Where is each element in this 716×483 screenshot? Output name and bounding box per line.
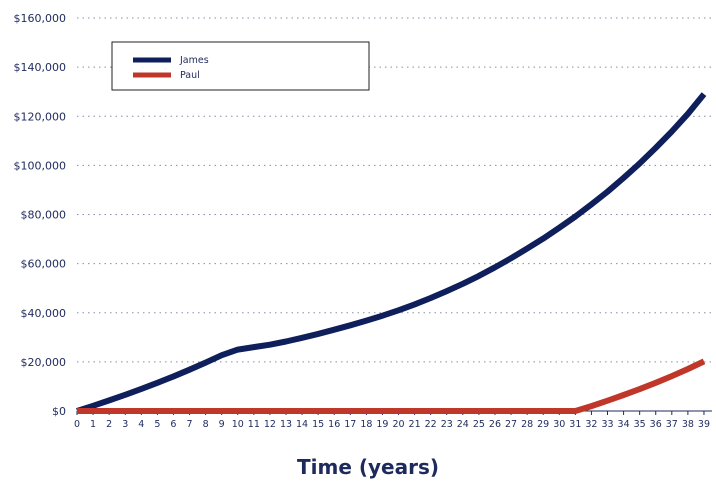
x-tick-label: 3 — [122, 419, 128, 430]
x-tick-label: 11 — [248, 419, 260, 430]
x-tick-label: 20 — [392, 419, 404, 430]
legend-box — [111, 41, 370, 91]
x-tick-label: 12 — [264, 419, 276, 430]
x-tick-label: 19 — [376, 419, 388, 430]
y-tick-label: $120,000 — [14, 110, 67, 123]
x-tick-label: 24 — [457, 419, 469, 430]
y-axis-ticks: $0 $20,000 $40,000 $60,000 $80,000 $100,000 $1… — [14, 12, 67, 418]
x-tick-label: 17 — [344, 419, 356, 430]
x-tick-label: 10 — [232, 419, 244, 430]
series-line-james — [76, 92, 707, 414]
y-tick-label: $80,000 — [21, 209, 67, 222]
x-tick-label: 0 — [74, 419, 80, 430]
y-tick-label: $40,000 — [21, 307, 67, 320]
y-tick-label: $140,000 — [14, 61, 67, 74]
x-tick-label: 39 — [698, 419, 710, 430]
series-line-paul — [77, 358, 706, 414]
x-axis-label: Time (years) — [297, 455, 439, 479]
y-tick-label: $160,000 — [14, 12, 67, 25]
x-tick-label: 13 — [280, 419, 292, 430]
x-tick-label: 5 — [154, 419, 160, 430]
y-tick-label: $60,000 — [21, 258, 67, 271]
x-tick-label: 36 — [650, 419, 662, 430]
x-tick-label: 16 — [328, 419, 340, 430]
x-tick-label: 30 — [553, 419, 565, 430]
x-tick-label: 25 — [473, 419, 485, 430]
x-tick-label: 23 — [441, 419, 453, 430]
x-tick-label: 18 — [360, 419, 372, 430]
x-tick-label: 9 — [219, 419, 225, 430]
legend-label-paul: Paul — [180, 70, 200, 81]
x-tick-label: 35 — [634, 419, 646, 430]
y-tick-label: $20,000 — [21, 356, 67, 369]
x-tick-label: 8 — [203, 419, 209, 430]
x-tick-label: 7 — [187, 419, 193, 430]
x-tick-label: 2 — [106, 419, 112, 430]
x-tick-label: 31 — [569, 419, 581, 430]
x-tick-label: 26 — [489, 419, 501, 430]
x-tick-label: 37 — [666, 419, 678, 430]
y-tick-label: $0 — [52, 405, 66, 418]
y-tick-label: $100,000 — [14, 159, 67, 172]
x-tick-label: 15 — [312, 419, 324, 430]
series-lines — [76, 92, 707, 414]
x-tick-label: 29 — [537, 419, 549, 430]
x-tick-label: 22 — [425, 419, 437, 430]
x-tick-label: 1 — [90, 419, 96, 430]
x-tick-label: 6 — [170, 419, 176, 430]
x-tick-label: 32 — [585, 419, 597, 430]
x-tick-label: 38 — [682, 419, 694, 430]
x-tick-label: 28 — [521, 419, 533, 430]
legend: James Paul — [111, 41, 370, 91]
legend-label-james: James — [179, 55, 209, 66]
x-tick-label: 14 — [296, 419, 308, 430]
x-tick-label: 4 — [138, 419, 144, 430]
x-tick-label: 27 — [505, 419, 517, 430]
x-tick-label: 33 — [601, 419, 613, 430]
x-tick-label: 21 — [409, 419, 421, 430]
x-tick-label: 34 — [618, 419, 630, 430]
